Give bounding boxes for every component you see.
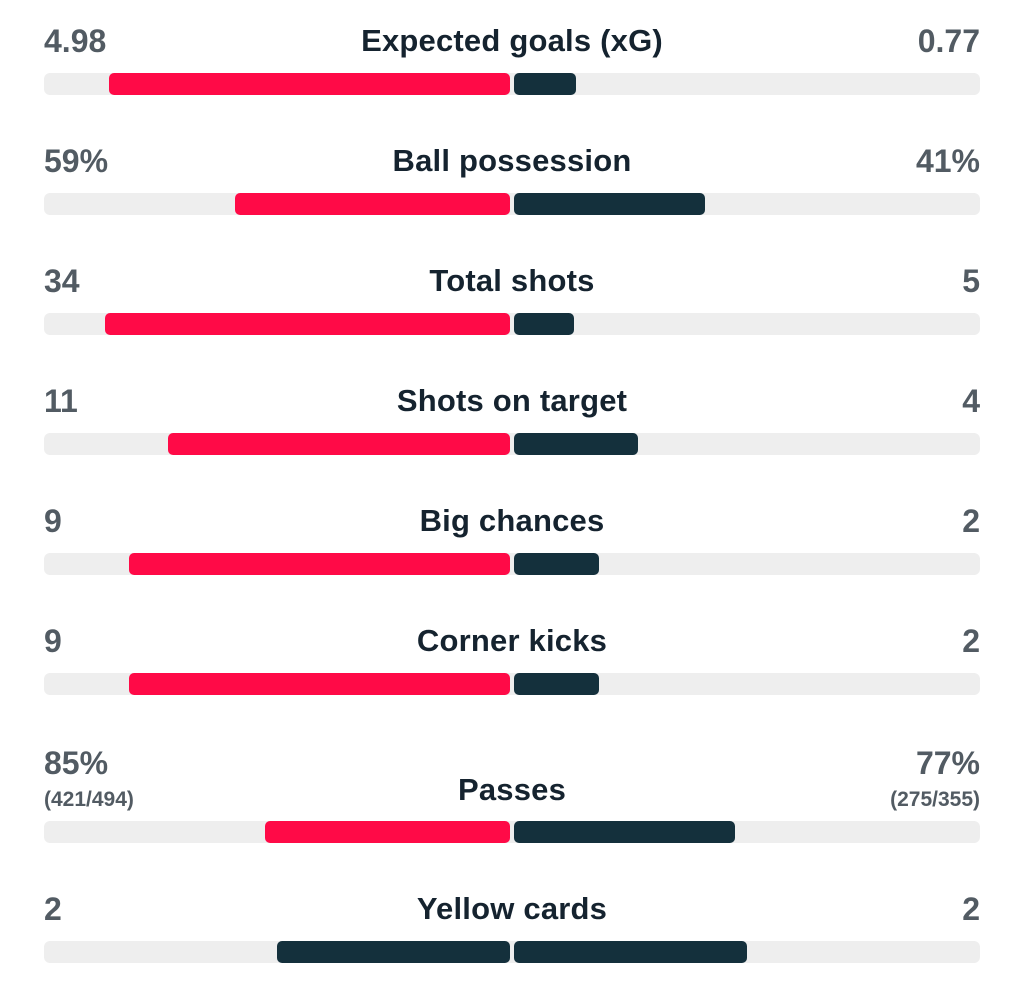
home-value: 4.98 bbox=[44, 23, 107, 59]
home-value: 9 bbox=[44, 503, 62, 539]
home-value: 2 bbox=[44, 891, 62, 927]
away-bar bbox=[514, 193, 705, 215]
stat-label: Ball possession bbox=[392, 143, 632, 178]
stat-bar-track bbox=[44, 73, 980, 95]
stat-label: Yellow cards bbox=[416, 891, 608, 926]
home-bar bbox=[235, 193, 510, 215]
stat-bar-track bbox=[44, 553, 980, 575]
away-value: 0.77 bbox=[917, 23, 980, 59]
away-value: 5 bbox=[962, 263, 980, 299]
away-bar bbox=[514, 673, 599, 695]
stat-bar-track bbox=[44, 433, 980, 455]
stat-row-yellow-cards: 2 Yellow cards 2 bbox=[44, 888, 980, 966]
away-sub-value: (275/355) bbox=[890, 788, 980, 811]
away-value: 2 bbox=[962, 503, 980, 539]
away-value: 41% bbox=[915, 143, 980, 179]
stat-row-passes: 85% (421/494) Passes 77% (275/355) bbox=[44, 740, 980, 846]
stat-row-expected-goals: 4.98 Expected goals (xG) 0.77 bbox=[44, 20, 980, 98]
stat-label: Expected goals (xG) bbox=[361, 23, 663, 58]
stat-bar-track bbox=[44, 941, 980, 963]
away-value: 77% bbox=[915, 745, 980, 781]
home-bar bbox=[129, 673, 510, 695]
home-value: 11 bbox=[44, 383, 78, 419]
home-bar bbox=[265, 821, 510, 843]
home-value: 9 bbox=[44, 623, 62, 659]
stat-row-ball-possession: 59% Ball possession 41% bbox=[44, 140, 980, 218]
stat-row-total-shots: 34 Total shots 5 bbox=[44, 260, 980, 338]
stat-label: Passes bbox=[457, 772, 567, 807]
away-value: 2 bbox=[962, 891, 980, 927]
away-bar bbox=[514, 821, 735, 843]
away-bar bbox=[514, 553, 599, 575]
home-sub-value: (421/494) bbox=[44, 788, 134, 811]
home-bar bbox=[168, 433, 510, 455]
away-value: 4 bbox=[962, 383, 980, 419]
stat-bar-track bbox=[44, 673, 980, 695]
home-value: 59% bbox=[44, 143, 109, 179]
stat-label: Corner kicks bbox=[416, 623, 608, 658]
away-value: 2 bbox=[962, 623, 980, 659]
stat-label: Big chances bbox=[419, 503, 605, 538]
home-bar bbox=[109, 73, 510, 95]
home-bar bbox=[105, 313, 510, 335]
home-value: 85% bbox=[44, 745, 109, 781]
away-bar bbox=[514, 313, 574, 335]
stat-bar-track bbox=[44, 193, 980, 215]
home-value: 34 bbox=[44, 263, 80, 299]
stat-label: Total shots bbox=[429, 263, 595, 298]
stat-row-corner-kicks: 9 Corner kicks 2 bbox=[44, 620, 980, 698]
stat-label: Shots on target bbox=[396, 383, 628, 418]
away-bar bbox=[514, 433, 638, 455]
stat-row-big-chances: 9 Big chances 2 bbox=[44, 500, 980, 578]
stat-row-shots-on-target: 11 Shots on target 4 bbox=[44, 380, 980, 458]
stat-bar-track bbox=[44, 821, 980, 843]
stat-bar-track bbox=[44, 313, 980, 335]
away-bar bbox=[514, 941, 747, 963]
home-bar bbox=[129, 553, 510, 575]
away-bar bbox=[514, 73, 576, 95]
home-bar bbox=[277, 941, 510, 963]
